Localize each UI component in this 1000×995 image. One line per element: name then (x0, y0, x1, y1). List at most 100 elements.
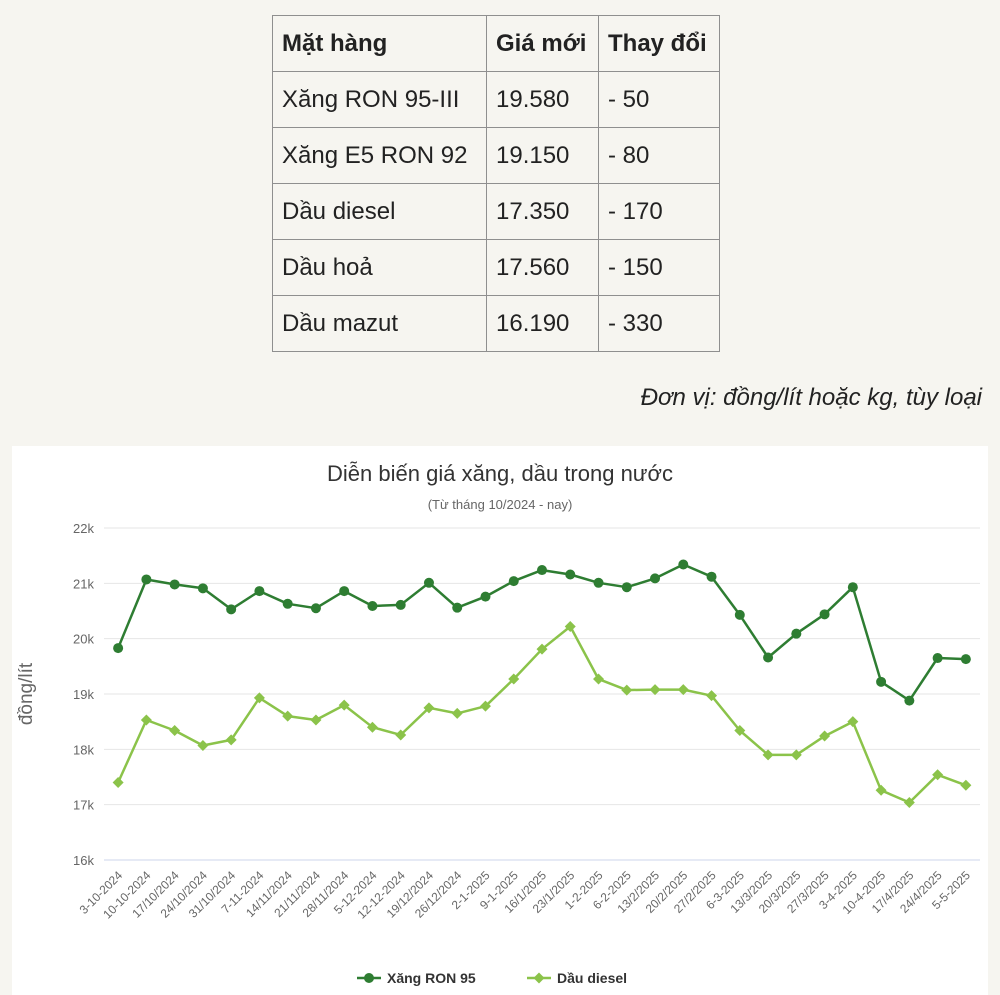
legend-marker (364, 973, 374, 983)
data-point (310, 714, 322, 726)
header-change: Thay đổi (598, 15, 720, 72)
cell-price: 17.350 (486, 183, 599, 240)
data-point (367, 601, 378, 612)
legend-label: Xăng RON 95 (387, 970, 476, 986)
cell-change: - 330 (598, 295, 720, 352)
data-point (763, 652, 774, 663)
unit-note: Đơn vị: đồng/lít hoặc kg, tùy loại (640, 384, 982, 411)
table-row: Xăng RON 95-III 19.580 - 50 (272, 71, 720, 128)
table-row: Dầu mazut 16.190 - 330 (272, 295, 720, 352)
data-point (564, 620, 576, 632)
data-point (960, 779, 972, 791)
data-point (197, 583, 208, 594)
data-point (537, 565, 547, 576)
data-point (226, 604, 237, 615)
data-point (310, 603, 321, 614)
legend-marker (533, 972, 545, 984)
data-point (734, 609, 745, 620)
data-point (650, 573, 661, 584)
cell-change: - 80 (598, 127, 720, 184)
data-point (508, 673, 520, 685)
data-point (282, 598, 293, 609)
chart-title: Diễn biến giá xăng, dầu trong nước (327, 461, 673, 486)
data-point (904, 695, 915, 706)
data-point (875, 784, 887, 796)
data-point (508, 576, 519, 587)
data-point (423, 702, 435, 714)
table-row: Dầu diesel 17.350 - 170 (272, 183, 720, 240)
data-point (395, 729, 407, 741)
chart-subtitle: (Từ tháng 10/2024 - nay) (428, 497, 573, 512)
data-point (762, 749, 774, 761)
data-point (225, 734, 237, 746)
cell-price: 19.150 (486, 127, 599, 184)
data-point (960, 654, 971, 665)
data-point (819, 609, 830, 620)
data-point (423, 577, 434, 588)
data-point (339, 586, 350, 597)
price-chart: Diễn biến giá xăng, dầu trong nước (Từ th… (12, 446, 988, 995)
cell-price: 19.580 (486, 71, 599, 128)
cell-item: Dầu diesel (272, 183, 487, 240)
data-point (169, 725, 181, 737)
data-point (197, 739, 209, 751)
data-point (366, 721, 378, 733)
data-point (395, 599, 406, 610)
data-point (253, 692, 265, 704)
data-point (706, 571, 717, 582)
data-point (338, 699, 350, 711)
data-point (932, 653, 943, 664)
data-point (649, 684, 661, 696)
data-point (536, 643, 548, 655)
data-point (565, 569, 576, 580)
header-item: Mặt hàng (272, 15, 487, 72)
data-point (734, 725, 746, 737)
cell-change: - 170 (598, 183, 720, 240)
data-point (282, 710, 294, 722)
cell-price: 16.190 (486, 295, 599, 352)
chart-svg: Diễn biến giá xăng, dầu trong nước (Từ th… (16, 461, 980, 986)
y-tick-label: 22k (73, 521, 94, 536)
data-point (480, 591, 491, 602)
y-tick-label: 21k (73, 576, 94, 591)
y-tick-label: 16k (73, 853, 94, 868)
cell-item: Xăng E5 RON 92 (272, 127, 487, 184)
data-point (593, 577, 604, 588)
data-point (706, 690, 718, 702)
data-point (677, 684, 689, 696)
cell-item: Xăng RON 95-III (272, 71, 487, 128)
data-point (451, 707, 463, 719)
y-tick-label: 18k (73, 742, 94, 757)
y-tick-label: 19k (73, 687, 94, 702)
cell-item: Dầu hoả (272, 239, 487, 296)
price-table: Mặt hàng Giá mới Thay đổi Xăng RON 95-II… (272, 15, 720, 352)
header-new-price: Giá mới (486, 15, 599, 72)
data-point (903, 796, 915, 808)
cell-change: - 150 (598, 239, 720, 296)
legend-label: Dầu diesel (557, 970, 627, 986)
data-point (932, 769, 944, 781)
data-point (847, 716, 859, 728)
data-point (452, 602, 463, 613)
data-point (876, 676, 887, 687)
data-point (113, 643, 124, 654)
y-tick-label: 17k (73, 798, 94, 813)
data-point (254, 586, 265, 597)
cell-price: 17.560 (486, 239, 599, 296)
cell-change: - 50 (598, 71, 720, 128)
data-point (593, 673, 605, 685)
cell-item: Dầu mazut (272, 295, 487, 352)
data-point (621, 684, 633, 696)
data-point (479, 700, 491, 712)
table-row: Xăng E5 RON 92 19.150 - 80 (272, 127, 720, 184)
data-point (141, 574, 152, 585)
data-point (791, 628, 802, 639)
data-point (621, 582, 632, 593)
data-point (847, 582, 858, 593)
table-header-row: Mặt hàng Giá mới Thay đổi (272, 15, 720, 72)
y-axis-title: đồng/lít (16, 662, 37, 725)
series-line (116, 563, 966, 702)
data-point (819, 730, 831, 742)
y-tick-label: 20k (73, 632, 94, 647)
data-point (140, 714, 152, 726)
